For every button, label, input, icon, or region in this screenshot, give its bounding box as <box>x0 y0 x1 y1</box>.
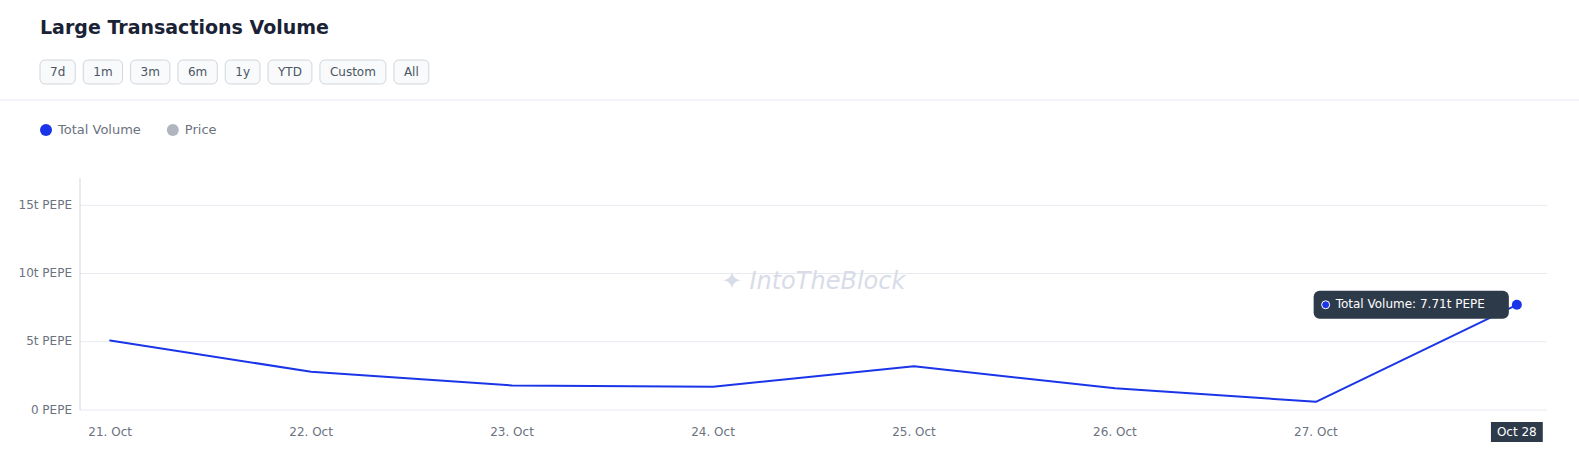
x-tick-label: 26. Oct <box>1093 425 1137 439</box>
tab[interactable]: 1y <box>225 60 260 84</box>
separator <box>0 100 1579 101</box>
tab[interactable]: All <box>394 60 429 84</box>
tooltip: Total Volume: 7.71t PEPE <box>1314 291 1509 319</box>
y-tick-label: 0 PEPE <box>31 403 72 417</box>
watermark: ✦ IntoTheBlock <box>722 267 907 295</box>
tab[interactable]: Custom <box>320 60 386 84</box>
legend-swatch <box>40 124 52 136</box>
x-tick-label-box <box>1491 422 1543 442</box>
legend-label: Total Volume <box>57 122 141 137</box>
tab-box <box>225 60 260 84</box>
tab-label: 6m <box>188 65 207 79</box>
tab[interactable]: 1m <box>83 60 122 84</box>
tab-box <box>320 60 386 84</box>
tab-box <box>178 60 217 84</box>
tab-label: Custom <box>330 65 376 79</box>
grid-line <box>80 205 1547 206</box>
grid-line <box>80 410 1547 411</box>
y-tick-label: 15t PEPE <box>19 198 72 212</box>
grid-line <box>80 341 1547 342</box>
tab-label: 7d <box>50 65 65 79</box>
tab[interactable]: 6m <box>178 60 217 84</box>
tab-label: All <box>404 65 419 79</box>
tab-label: 3m <box>141 65 160 79</box>
x-tick-label: 27. Oct <box>1294 425 1338 439</box>
tab-box <box>131 60 170 84</box>
x-tick-label: 21. Oct <box>88 425 132 439</box>
tab-box <box>83 60 122 84</box>
tab-box <box>268 60 312 84</box>
tab-label: 1m <box>93 65 112 79</box>
tooltip-text: Total Volume: 7.71t PEPE <box>1335 297 1485 311</box>
x-tick-highlight: Oct 28 <box>1491 422 1543 442</box>
line <box>110 305 1517 402</box>
y-tick-label: 5t PEPE <box>26 334 72 348</box>
tab[interactable]: 3m <box>131 60 170 84</box>
x-tick-label: 22. Oct <box>289 425 333 439</box>
tab-label: 1y <box>235 65 250 79</box>
last-point <box>1512 300 1522 310</box>
tab-label: YTD <box>277 65 302 79</box>
x-tick-label: 24. Oct <box>691 425 735 439</box>
x-tick-label: 23. Oct <box>490 425 534 439</box>
legend-swatch <box>167 124 179 136</box>
y-axis-line <box>80 178 81 410</box>
plot-area <box>110 300 1522 402</box>
tab-box <box>40 60 75 84</box>
legend-label: Price <box>185 122 217 137</box>
x-tick-label: 25. Oct <box>892 425 936 439</box>
chart: Large Transactions Volume 7d 1m 3m 6m 1y YTD Cu… <box>0 0 1579 463</box>
x-tick-label: Oct 28 <box>1497 425 1537 439</box>
tab[interactable]: 7d <box>40 60 75 84</box>
tab[interactable]: YTD <box>268 60 312 84</box>
title: Large Transactions Volume <box>40 16 329 38</box>
y-tick-label: 10t PEPE <box>19 266 72 280</box>
tooltip-box <box>1314 291 1509 319</box>
tab-box <box>394 60 429 84</box>
tooltip-swatch <box>1322 301 1330 309</box>
